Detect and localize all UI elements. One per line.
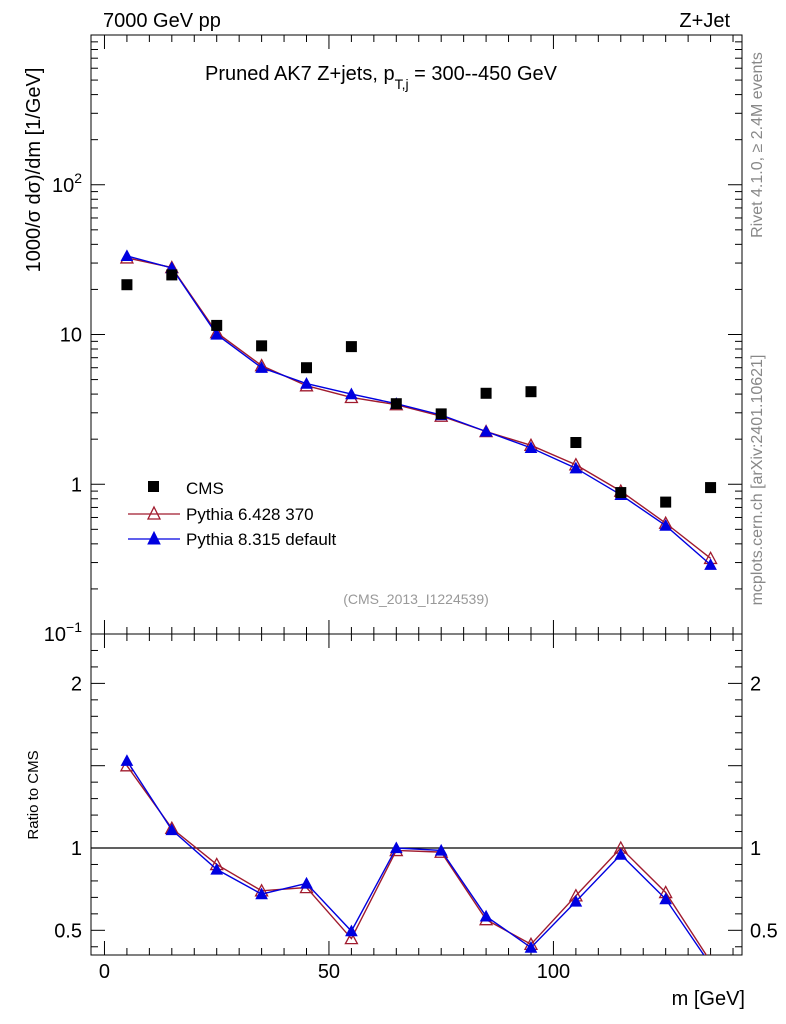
main-y-tick-labels: 10−1 1 10 102	[44, 170, 82, 646]
ratio-pythia8-point	[524, 941, 538, 953]
ratio-y-tick-label-right: 2	[750, 673, 761, 695]
ratio-pythia8-point	[659, 892, 673, 905]
ratio-x-tick-labels: 0 50 100	[99, 961, 570, 983]
cms-point	[166, 269, 178, 281]
pythia8-point	[255, 361, 268, 373]
main-y-tick-label: 10	[60, 325, 82, 347]
ratio-pythia6-point	[344, 931, 359, 945]
x-tick-label: 0	[99, 961, 110, 983]
cms-point	[256, 340, 268, 352]
pythia8-point	[345, 387, 358, 400]
analysis-id-label: (CMS_2013_I1224539)	[343, 591, 489, 607]
legend: CMS Pythia 6.428 370 Pythia 8.315 defaul…	[128, 479, 337, 549]
main-title-tail: = 300--450 GeV	[409, 63, 558, 85]
cms-point	[525, 386, 537, 398]
pythia8-point	[120, 249, 134, 262]
header-left-label: 7000 GeV pp	[103, 10, 221, 32]
ratio-y-tick-label-left: 1	[71, 838, 82, 860]
cms-point	[705, 482, 717, 494]
cms-point	[570, 437, 582, 449]
pythia8-point	[524, 441, 538, 454]
ratio-pythia8-point	[210, 862, 224, 875]
legend-pythia8-label: Pythia 8.315 default	[186, 530, 337, 549]
ratio-y-tick-label-left: 2	[71, 673, 82, 695]
ratio-pythia8-point	[614, 848, 628, 860]
ratio-pythia8-point	[479, 909, 493, 922]
ratio-panel-frame	[90, 633, 743, 956]
ratio-pythia8-series-line	[126, 760, 705, 955]
ratio-pythia8-point	[705, 959, 716, 969]
cms-point	[615, 487, 627, 499]
ratio-y-tick-label-right: 0.5	[750, 920, 778, 942]
pythia8-point	[659, 518, 673, 531]
cms-point	[390, 398, 402, 410]
x-tick-label: 50	[318, 961, 340, 983]
legend-cms-label: CMS	[186, 479, 224, 498]
ratio-pythia6-point	[710, 954, 711, 955]
ratio-pythia8-point	[434, 843, 448, 856]
cms-point	[211, 319, 223, 331]
ratio-series-group	[119, 754, 716, 969]
main-title-subscript: T,j	[395, 76, 409, 92]
ratio-y-tick-label-left: 0.5	[54, 920, 82, 942]
cms-point	[660, 496, 672, 508]
cms-point	[301, 362, 313, 374]
main-title: Pruned AK7 Z+jets, pT,j = 300--450 GeV	[205, 63, 558, 92]
pythia6-series-line	[126, 257, 712, 559]
ratio-pythia8-point	[345, 924, 358, 937]
pythia8-point	[210, 327, 224, 340]
ratio-y-tick-labels: 0.5 0.5 1 1 2 2	[54, 673, 778, 942]
main-y-tick-label: 10−1	[44, 619, 82, 646]
ratio-pythia8-point	[255, 887, 268, 900]
ratio-pythia8-point	[165, 823, 179, 836]
header-right-label: Z+Jet	[679, 10, 730, 32]
pythia8-point	[479, 424, 493, 437]
legend-pythia6-label: Pythia 6.428 370	[186, 505, 314, 524]
main-title-text: Pruned AK7 Z+jets, p	[205, 63, 395, 85]
pythia8-point	[704, 558, 717, 570]
legend-cms-marker	[148, 481, 159, 492]
main-y-tick-label: 102	[52, 170, 82, 197]
main-y-axis-label: 1000/σ dσ)/dm [1/GeV]	[23, 68, 45, 273]
rivet-version-label: Rivet 4.1.0, ≥ 2.4M events	[749, 52, 766, 238]
cms-point	[480, 387, 492, 399]
cms-point	[435, 408, 447, 420]
ratio-panel-ticks	[91, 634, 742, 955]
ratio-y-tick-label-right: 1	[750, 838, 761, 860]
mcplots-label: mcplots.cern.ch [arXiv:2401.10621]	[749, 355, 766, 606]
ratio-pythia8-point	[389, 841, 403, 854]
x-axis-label: m [GeV]	[672, 988, 745, 1010]
main-panel-ticks	[91, 35, 742, 635]
pythia8-point	[569, 461, 583, 474]
ratio-pythia6-series-line	[126, 765, 708, 955]
cms-point	[121, 279, 133, 291]
legend-pythia8-marker	[147, 530, 161, 545]
main-y-tick-label: 1	[71, 474, 82, 496]
x-tick-label: 100	[537, 961, 570, 983]
pythia8-series-line	[126, 255, 712, 566]
pythia8-point	[300, 377, 313, 389]
ratio-pythia8-point	[569, 894, 583, 907]
legend-pythia6-marker	[146, 505, 162, 520]
main-series-group	[119, 249, 718, 570]
ratio-pythia8-point	[120, 754, 134, 766]
cms-point	[345, 341, 357, 353]
ratio-pythia8-point	[300, 876, 313, 889]
ratio-y-axis-label: Ratio to CMS	[25, 750, 42, 839]
